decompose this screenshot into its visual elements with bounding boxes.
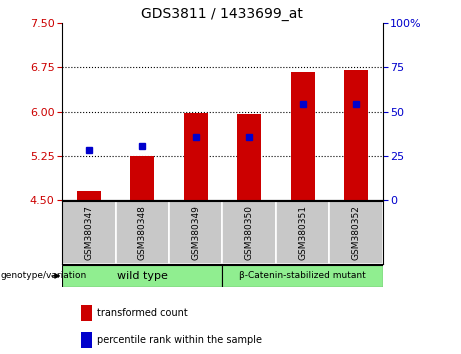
Text: β-Catenin-stabilized mutant: β-Catenin-stabilized mutant xyxy=(239,272,366,280)
Bar xyxy=(184,113,208,200)
Text: genotype/variation: genotype/variation xyxy=(1,272,87,280)
Bar xyxy=(290,72,314,200)
Bar xyxy=(222,265,383,287)
Text: GSM380351: GSM380351 xyxy=(298,205,307,260)
Bar xyxy=(62,265,222,287)
Bar xyxy=(62,201,116,264)
Bar xyxy=(276,201,329,264)
Text: GSM380352: GSM380352 xyxy=(351,205,361,260)
Text: transformed count: transformed count xyxy=(97,308,188,318)
Text: GSM380347: GSM380347 xyxy=(84,205,94,260)
Bar xyxy=(329,201,383,264)
Text: GSM380350: GSM380350 xyxy=(245,205,254,260)
Text: percentile rank within the sample: percentile rank within the sample xyxy=(97,335,262,345)
Text: GSM380349: GSM380349 xyxy=(191,205,200,260)
Title: GDS3811 / 1433699_at: GDS3811 / 1433699_at xyxy=(142,7,303,21)
Bar xyxy=(344,70,368,200)
Bar xyxy=(77,191,101,200)
Bar xyxy=(169,201,222,264)
Bar xyxy=(130,156,154,200)
Text: wild type: wild type xyxy=(117,271,168,281)
Bar xyxy=(222,201,276,264)
Bar xyxy=(116,201,169,264)
Text: GSM380348: GSM380348 xyxy=(138,205,147,260)
Bar xyxy=(237,114,261,200)
